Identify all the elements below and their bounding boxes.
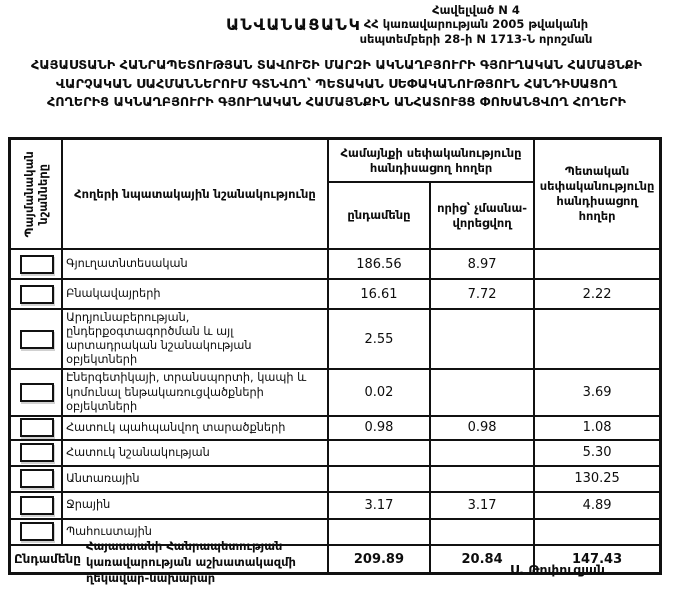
value-community-total bbox=[326, 438, 432, 467]
value-nonprivatizable bbox=[428, 464, 536, 493]
value-state: 2.22 bbox=[533, 278, 662, 310]
table-row: Անտառային 130.25 bbox=[8, 464, 662, 493]
value-nonprivatizable bbox=[428, 438, 536, 467]
table-header-row-sub: ընդամենը որից՝ չմասնա-վորեցվող bbox=[10, 181, 661, 250]
value-state: 130.25 bbox=[533, 464, 662, 493]
table-header-row-group: Պայմանական նշանները Հողերի նպատակային նշ… bbox=[8, 137, 662, 250]
legend-symbol-box bbox=[20, 495, 54, 515]
value-community-total: 186.56 bbox=[326, 248, 432, 280]
value-state bbox=[533, 517, 662, 546]
signatory-title-line-3: ղեկավար-նախարար bbox=[86, 571, 216, 586]
table-row: Արդյունաբերության, ընդերքօգտագործման և ա… bbox=[8, 307, 662, 371]
value-state: 3.69 bbox=[533, 368, 662, 417]
value-nonprivatizable: 3.17 bbox=[428, 490, 536, 520]
land-category-name: Գյուղատնտեսական bbox=[61, 248, 329, 280]
value-nonprivatizable: 8.97 bbox=[428, 248, 536, 280]
value-state: 1.08 bbox=[533, 414, 662, 441]
land-category-name: Բնակավայրերի bbox=[61, 278, 329, 310]
table-row: Հատուկ պահպանվող տարածքների 0.98 0.98 1.… bbox=[8, 414, 662, 441]
signatory-title-line-2: կառավարության աշխատակազմի bbox=[86, 555, 296, 570]
value-community-total: 2.55 bbox=[326, 307, 432, 371]
value-nonprivatizable: 7.72 bbox=[428, 278, 536, 310]
total-state: 147.43 bbox=[533, 543, 662, 575]
signatory-title-block: Հայաստանի Հանրապետության կառավարության ա… bbox=[86, 538, 296, 586]
value-state: 4.89 bbox=[533, 490, 662, 520]
value-nonprivatizable bbox=[428, 517, 536, 546]
legend-symbol-box bbox=[20, 469, 54, 489]
table-row: Գյուղատնտեսական 186.56 8.97 bbox=[8, 248, 662, 280]
land-category-name: Ջրային bbox=[61, 490, 329, 520]
legend-symbol-box bbox=[20, 522, 54, 542]
legend-symbol-box bbox=[20, 254, 54, 274]
subtitle-line-1: ՀԱՅԱՍՏԱՆԻ ՀԱՆՐԱՊԵՏՈՒԹՅԱՆ ՏԱՎՈՒՇԻ ՄԱՐԶԻ Ա… bbox=[30, 58, 643, 73]
signatory-name: Ս. Թոփուզյան bbox=[510, 562, 605, 577]
table-row: Էներգետիկայի, տրանսպորտի, կապի և կոմունա… bbox=[8, 368, 662, 417]
value-nonprivatizable bbox=[428, 368, 536, 417]
legend-symbol-box bbox=[20, 284, 54, 304]
signatory-title-line-1: Հայաստանի Հանրապետության bbox=[86, 539, 283, 553]
annex-line-2: ՀՀ կառավարության 2005 թվականի bbox=[363, 17, 589, 32]
column-header-community-total: ընդամենը bbox=[326, 181, 432, 250]
land-category-name: Պահուստային bbox=[61, 517, 329, 546]
total-row-label: Ընդամենը bbox=[8, 543, 329, 575]
table-total-row: Ընդամենը 209.89 20.84 147.43 bbox=[8, 543, 662, 575]
value-nonprivatizable bbox=[428, 307, 536, 371]
column-group-community: Համայնքի սեփականությունը հանդիսացող հողե… bbox=[326, 137, 536, 184]
value-community-total bbox=[326, 464, 432, 493]
page-title: ԱՆՎԱՆԱՑԱՆԿ bbox=[226, 15, 362, 34]
land-category-name: Հատուկ նշանակության bbox=[61, 438, 329, 467]
legend-symbol-box bbox=[20, 443, 54, 463]
legend-symbol-box bbox=[20, 383, 54, 403]
table-row: Հատուկ նշանակության 5.30 bbox=[8, 438, 662, 467]
value-community-total: 0.98 bbox=[326, 414, 432, 441]
legend-symbol-box bbox=[20, 418, 54, 438]
table-row: Պահուստային bbox=[8, 517, 662, 546]
land-category-name: Անտառային bbox=[61, 464, 329, 493]
document-subtitle: ՀԱՅԱՍՏԱՆԻ ՀԱՆՐԱՊԵՏՈՒԹՅԱՆ ՏԱՎՈՒՇԻ ՄԱՐԶԻ Ա… bbox=[8, 57, 665, 113]
value-nonprivatizable: 0.98 bbox=[428, 414, 536, 441]
column-header-state: Պետական սեփականությունը հանդիսացող հողեր bbox=[533, 137, 662, 250]
table-row: Բնակավայրերի 16.61 7.72 2.22 bbox=[8, 278, 662, 310]
land-category-name: Հատուկ պահպանվող տարածքների bbox=[61, 414, 329, 441]
value-community-total: 3.17 bbox=[326, 490, 432, 520]
value-state: 5.30 bbox=[533, 438, 662, 467]
table-row: Ջրային 3.17 3.17 4.89 bbox=[8, 490, 662, 520]
total-community: 209.89 bbox=[326, 543, 432, 575]
value-community-total: 0.02 bbox=[326, 368, 432, 417]
column-header-symbols-label: Պայմանական նշանները bbox=[21, 150, 51, 238]
subtitle-line-2: ՎԱՐՉԱԿԱՆ ՍԱՀՄԱՆՆԵՐՈՒՄ ԳՏՆՎՈՂ՝ ՊԵՏԱԿԱՆ ՍԵ… bbox=[55, 76, 618, 92]
value-state bbox=[533, 307, 662, 371]
land-category-name: Արդյունաբերության, ընդերքօգտագործման և ա… bbox=[61, 307, 329, 371]
column-header-name: Հողերի նպատակային նշանակությունը bbox=[61, 137, 329, 250]
vertical-text-wrap: Պայմանական նշանները bbox=[11, 142, 60, 246]
column-header-symbols: Պայմանական նշանները bbox=[8, 137, 64, 250]
subtitle-line-3: ՀՈՂԵՐԻՑ ԱԿՆԱՂԲՅՈՒՐԻ ԳՅՈՒՂԱԿԱՆ ՀԱՄԱՅՆՔԻՆ … bbox=[46, 95, 627, 111]
legend-symbol-box bbox=[20, 329, 54, 349]
value-state bbox=[533, 248, 662, 280]
land-transfer-table: Պայմանական նշանները Հողերի նպատակային նշ… bbox=[8, 137, 662, 576]
annex-reference: Հավելված N 4 ՀՀ կառավարության 2005 թվակա… bbox=[356, 3, 596, 46]
value-community-total: 16.61 bbox=[326, 278, 432, 310]
total-nonprivatizable: 20.84 bbox=[428, 543, 536, 575]
value-community-total bbox=[326, 517, 432, 546]
annex-line-1: Հավելված N 4 bbox=[432, 3, 520, 17]
land-category-name: Էներգետիկայի, տրանսպորտի, կապի և կոմունա… bbox=[61, 368, 329, 417]
column-header-nonprivatizable: որից՝ չմասնա-վորեցվող bbox=[428, 181, 536, 250]
annex-line-3: սեպտեմբերի 28-ի N 1713-Ն որոշման bbox=[359, 31, 593, 46]
